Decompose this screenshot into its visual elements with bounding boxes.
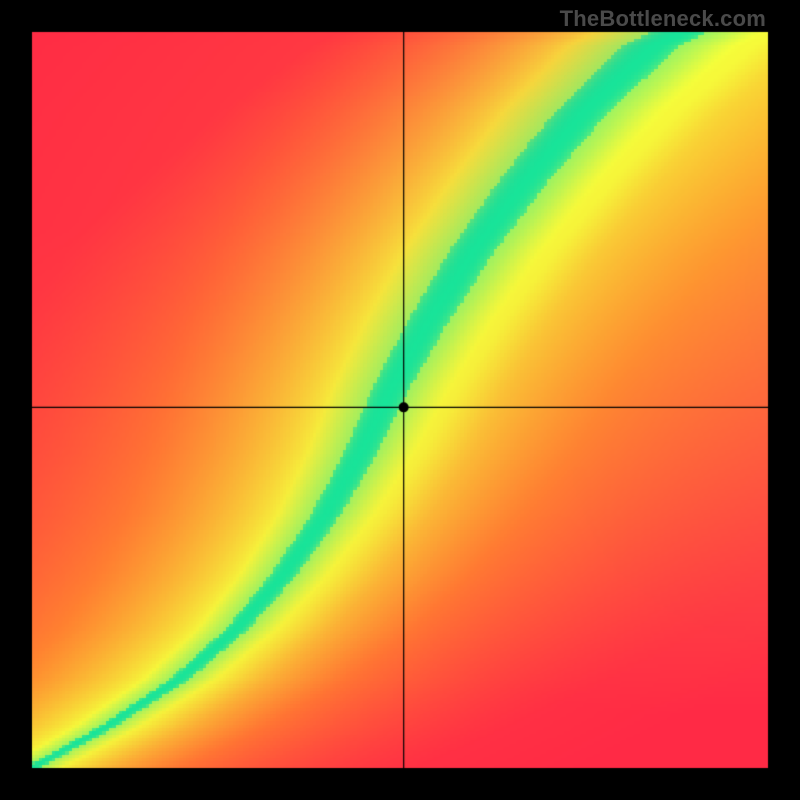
chart-container: TheBottleneck.com [0, 0, 800, 800]
watermark-text: TheBottleneck.com [560, 6, 766, 32]
bottleneck-heatmap [0, 0, 800, 800]
